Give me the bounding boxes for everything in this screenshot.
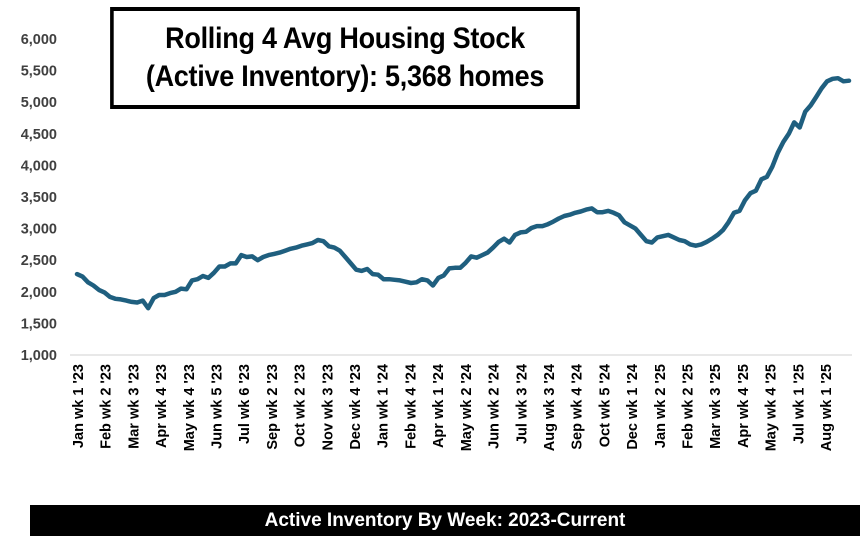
chart-title-line2: (Active Inventory): 5,368 homes — [145, 60, 545, 93]
x-tick-label: Aug wk 1 '25 — [819, 364, 835, 451]
y-tick-label: 5,500 — [21, 64, 57, 80]
x-tick-label: May wk 2 '24 — [459, 364, 475, 451]
x-tick-label: Oct wk 2 '23 — [293, 364, 309, 447]
y-axis: 1,000 1,500 2,000 2,500 3,000 3,500 4,000 4,500… — [21, 32, 57, 364]
x-tick-label: Dec wk 4 '23 — [348, 364, 364, 450]
x-tick-label: Nov wk 3 '23 — [320, 364, 336, 450]
x-tick-label: Jul wk 6 '23 — [237, 364, 253, 444]
x-tick-label: Mar wk 3 '23 — [126, 364, 142, 449]
x-tick-label: May wk 4 '25 — [764, 364, 780, 451]
y-tick-label: 1,000 — [21, 348, 57, 364]
x-tick-label: Jul wk 1 '25 — [791, 364, 807, 444]
x-tick-label: Jul wk 3 '24 — [514, 364, 530, 444]
chart-title-line1: Rolling 4 Avg Housing Stock — [165, 22, 525, 55]
series-line — [74, 75, 852, 311]
x-tick-label: Sep wk 4 '24 — [570, 364, 586, 450]
x-tick-label: Oct wk 5 '24 — [597, 364, 613, 447]
y-tick-label: 6,000 — [21, 32, 57, 48]
x-tick-label: Mar wk 3 '25 — [708, 364, 724, 449]
y-tick-label: 3,500 — [21, 190, 57, 206]
x-tick-label: Jan wk 1 '24 — [376, 364, 392, 448]
series-group — [74, 75, 852, 311]
x-tick-label: Jun wk 5 '23 — [210, 364, 226, 449]
y-tick-label: 4,500 — [21, 127, 57, 143]
x-tick-label: Sep wk 2 '23 — [265, 364, 281, 450]
y-tick-label: 3,000 — [21, 222, 57, 238]
x-tick-label: Jan wk 2 '25 — [653, 364, 669, 448]
x-tick-label: Jan wk 1 '23 — [71, 364, 87, 448]
y-tick-label: 2,000 — [21, 285, 57, 301]
x-axis: Jan wk 1 '23 Feb wk 2 '23 Mar wk 3 '23 Apr … — [70, 354, 852, 451]
y-tick-label: 5,000 — [21, 95, 57, 111]
y-tick-label: 2,500 — [21, 253, 57, 269]
x-tick-label: Feb wk 4 '24 — [403, 364, 419, 449]
x-tick-label: Apr wk 1 '24 — [431, 364, 447, 448]
y-tick-label: 4,000 — [21, 158, 57, 174]
x-tick-label: Apr wk 4 '25 — [736, 364, 752, 448]
x-tick-label: May wk 4 '23 — [182, 364, 198, 451]
chart-footer: Active Inventory By Week: 2023-Current — [30, 505, 860, 536]
footer-label: Active Inventory By Week: 2023-Current — [264, 509, 626, 531]
x-tick-label: Aug wk 3 '24 — [542, 364, 558, 451]
x-tick-label: Feb wk 2 '23 — [99, 364, 115, 449]
x-tick-label: Feb wk 2 '25 — [680, 364, 696, 449]
y-tick-label: 1,500 — [21, 316, 57, 332]
x-tick-label: Apr wk 4 '23 — [154, 364, 170, 448]
x-tick-label: Jun wk 2 '24 — [487, 364, 503, 449]
x-tick-label: Dec wk 1 '24 — [625, 364, 641, 450]
chart-title: Rolling 4 Avg Housing Stock (Active Inve… — [110, 7, 580, 109]
